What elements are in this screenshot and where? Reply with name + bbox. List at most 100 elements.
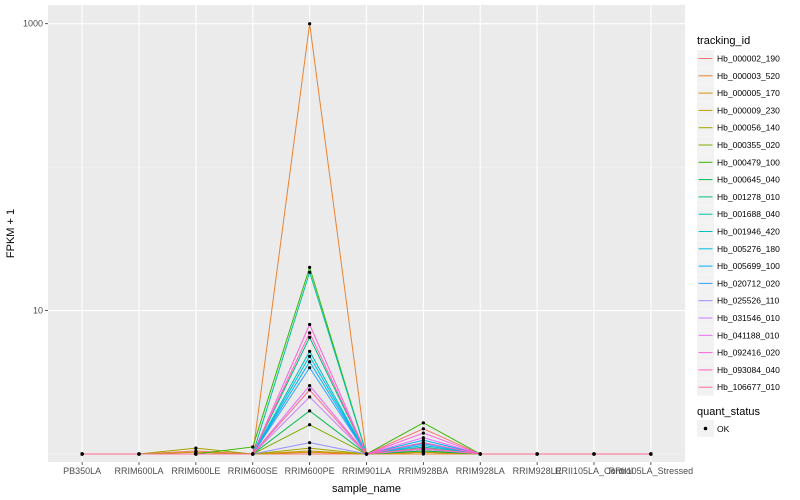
legend-label: Hb_000355_020 <box>717 140 780 150</box>
data-point-Hb_000479_100-RRIM600PE <box>308 265 312 270</box>
legend-label: Hb_000479_100 <box>717 157 780 167</box>
data-point-Hb_020712_020-RRIM600PE <box>308 366 312 370</box>
grid-lines <box>48 5 685 462</box>
legend-item-Hb_106677_010: Hb_106677_010 <box>697 378 780 396</box>
legend-label: Hb_005276_180 <box>717 244 780 254</box>
legend-item-Hb_005699_100: Hb_005699_100 <box>697 257 780 275</box>
legend-label: Hb_001688_040 <box>717 209 780 219</box>
legend-item-Hb_000005_170: Hb_000005_170 <box>697 84 780 102</box>
x-tick-label: RRIM600PE <box>285 466 335 476</box>
x-tick-label: RRIM928LE <box>513 466 562 476</box>
legend-item-Hb_000056_140: Hb_000056_140 <box>697 119 780 137</box>
legend-label: Hb_000002_190 <box>717 54 780 64</box>
data-point-Hb_093084_040-RRIM928BA <box>421 441 425 445</box>
legend-label: Hb_020712_020 <box>717 278 780 288</box>
data-point-Hb_041188_010-RRIM928BA <box>421 436 425 440</box>
legend-item-Hb_000355_020: Hb_000355_020 <box>697 136 780 154</box>
y-tick-label: 1000 <box>23 19 43 29</box>
data-point-Hb_001278_010-RRIM600PE <box>308 335 312 340</box>
legend-item-Hb_025526_110: Hb_025526_110 <box>697 292 780 310</box>
data-point-Hb_005276_180-RRIM600PE <box>308 354 312 358</box>
legend-item-Hb_000645_040: Hb_000645_040 <box>697 171 780 189</box>
legend-item-Hb_000479_100: Hb_000479_100 <box>697 153 780 171</box>
legend-item-Hb_092416_020: Hb_092416_020 <box>697 344 780 362</box>
x-tick-label: RRIM600SE <box>228 466 278 476</box>
y-axis: 10 1000 <box>23 19 48 316</box>
x-tick-label: RRIM600LA <box>114 466 163 476</box>
data-point-Hb_106677_010-PB350LA <box>80 452 84 456</box>
data-point-Hb_000355_020-RRIM600PE <box>308 423 312 427</box>
point-legend-item: OK <box>697 420 730 437</box>
legend-label: Hb_005699_100 <box>717 261 780 271</box>
data-point-Hb_031546_010-RRIM600PE <box>308 395 312 399</box>
data-point-Hb_092416_020-RRIM928BA <box>421 431 425 435</box>
data-point-Hb_000003_520-RRIM600PE <box>308 22 312 26</box>
legend-label: Hb_000056_140 <box>717 123 780 133</box>
data-point-Hb_041188_010-RRIM600PE <box>308 383 312 388</box>
data-point-Hb_025526_110-RRIM600PE <box>308 441 312 445</box>
x-tick-label: RRIM600LE <box>171 466 220 476</box>
data-point-Hb_001688_040-RRIM600PE <box>308 270 312 274</box>
data-point-Hb_000009_230-RRIM600PE <box>308 449 312 453</box>
data-point-Hb_000479_100-RRIM928BA <box>421 421 425 425</box>
legend-item-Hb_093084_040: Hb_093084_040 <box>697 361 780 379</box>
data-point-Hb_106677_010-RRII105LA_Control <box>592 452 596 456</box>
data-point-Hb_106677_010-RRIM928LE <box>535 452 539 456</box>
data-point-Hb_000645_040-RRIM600PE <box>308 409 312 413</box>
data-point-Hb_001946_420-RRIM600PE <box>308 349 312 353</box>
data-point-Hb_000056_140-RRIM600LE <box>194 446 198 450</box>
legend-item-Hb_000003_520: Hb_000003_520 <box>697 67 780 85</box>
data-point-Hb_092416_020-RRIM600PE <box>308 322 312 327</box>
legend-item-Hb_041188_010: Hb_041188_010 <box>697 326 780 344</box>
legend-item-Hb_031546_010: Hb_031546_010 <box>697 309 780 327</box>
legend-label: Hb_041188_010 <box>717 330 780 340</box>
legend-items: Hb_000002_190 Hb_000003_520 Hb_000005_170 H… <box>697 50 780 396</box>
x-axis: PB350LA RRIM600LA RRIM600LE RRIM600SE RRIM60… <box>63 462 693 476</box>
data-point-Hb_000479_100-RRIM600SE <box>251 445 255 449</box>
legend-label: Hb_092416_020 <box>717 348 780 358</box>
y-tick-label: 10 <box>33 306 43 316</box>
x-axis-title: sample_name <box>332 483 401 495</box>
legend-item-Hb_001688_040: Hb_001688_040 <box>697 205 780 223</box>
data-point-Hb_106677_010-RRIM600SE <box>251 452 255 456</box>
data-point-Hb_106677_010-RRIM600LA <box>137 452 141 456</box>
legend-label: Hb_000645_040 <box>717 175 780 185</box>
data-point-Hb_106677_010-RRIM901LA <box>364 452 369 456</box>
data-point-Hb_106677_010-RRIM928LA <box>478 452 482 456</box>
legend-item-Hb_020712_020: Hb_020712_020 <box>697 274 780 292</box>
point-legend-key-dot <box>703 426 708 431</box>
x-tick-label: RRIM928LA <box>456 466 505 476</box>
legend-item-Hb_001946_420: Hb_001946_420 <box>697 223 780 240</box>
x-tick-label: RRIM928BA <box>398 466 448 476</box>
legend-label: Hb_031546_010 <box>717 313 780 323</box>
legend-item-Hb_000002_190: Hb_000002_190 <box>697 50 780 67</box>
x-tick-label: RRII105LA_Stressed <box>609 466 694 476</box>
data-point-Hb_000002_190-RRIM928BA <box>421 427 425 431</box>
data-point-Hb_005699_100-RRIM928BA <box>421 438 425 442</box>
data-point-Hb_000056_140-RRIM600PE <box>308 446 312 450</box>
legend-label: Hb_000003_520 <box>717 71 780 81</box>
legend-label: Hb_000005_170 <box>717 88 780 98</box>
x-tick-label: RRIM901LA <box>342 466 391 476</box>
legend-item-Hb_001278_010: Hb_001278_010 <box>697 188 780 206</box>
y-axis-title: FPKM + 1 <box>5 209 17 258</box>
data-point-Hb_005699_100-RRIM600PE <box>308 360 312 364</box>
data-point-Hb_106677_010-RRII105LA_Stressed <box>649 452 653 456</box>
legend-title: tracking_id <box>697 35 750 47</box>
x-tick-label: RRII105LA_Control <box>555 466 633 476</box>
legend-label: Hb_001278_010 <box>717 192 780 202</box>
data-point-Hb_106677_010-RRIM928BA <box>421 446 425 450</box>
point-legend-title: quant_status <box>697 406 760 418</box>
x-tick-label: PB350LA <box>63 466 101 476</box>
point-legend-label: OK <box>717 424 730 434</box>
data-point-Hb_093084_040-RRIM600PE <box>308 331 312 335</box>
legend-label: Hb_106677_010 <box>717 382 780 392</box>
legend: tracking_id Hb_000002_190Hb_000003_520Hb… <box>697 35 780 437</box>
points-layer <box>80 22 653 456</box>
legend-item-Hb_005276_180: Hb_005276_180 <box>697 240 780 258</box>
data-point-Hb_106677_010-RRIM600LE <box>194 452 198 456</box>
legend-label: Hb_001946_420 <box>717 227 780 237</box>
legend-label: Hb_000009_230 <box>717 105 780 115</box>
legend-item-Hb_000009_230: Hb_000009_230 <box>697 101 780 119</box>
